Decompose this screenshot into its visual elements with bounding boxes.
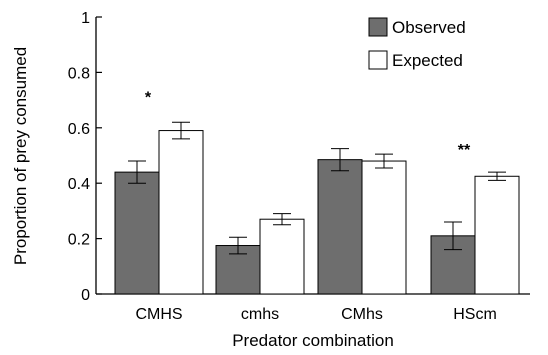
error-bar-observed-CMhs	[331, 148, 349, 172]
y-tick-label: 0	[81, 287, 90, 304]
legend-swatch-observed	[368, 17, 388, 37]
significance-annotations: ***	[145, 90, 471, 160]
bar-expected-HScm	[474, 175, 520, 295]
bar-expected-cmhs	[259, 218, 305, 295]
y-tick-label: 0.8	[68, 65, 90, 82]
x-axis-title: Predator combination	[232, 331, 394, 350]
y-axis: 0 0.2 0.4 0.6 0.8 1	[68, 10, 102, 304]
y-ticks: 0 0.2 0.4 0.6 0.8 1	[68, 10, 102, 304]
y-tick-label: 1	[81, 10, 90, 27]
bar-expected-CMHS	[158, 130, 204, 295]
legend-swatch-expected	[368, 50, 388, 70]
error-bar-expected-CMHS	[172, 121, 190, 140]
bar-expected-CMhs	[361, 160, 407, 295]
y-axis-title: Proportion of prey consumed	[11, 47, 30, 265]
bar-observed-CMhs	[317, 159, 363, 295]
x-tick-label: HScm	[453, 306, 497, 323]
y-tick-label: 0.6	[68, 121, 90, 138]
x-tick-label: CMhs	[341, 306, 383, 323]
error-bars	[128, 121, 506, 255]
error-bar-observed-CMHS	[128, 160, 146, 184]
y-tick-label: 0.2	[68, 232, 90, 249]
y-tick-label: 0.4	[68, 176, 90, 193]
error-bar-expected-CMhs	[375, 153, 393, 169]
legend-label-observed: Observed	[392, 18, 466, 37]
x-axis: CMHS cmhs CMhs HScm	[96, 288, 530, 323]
error-bar-expected-HScm	[488, 171, 506, 181]
bar-observed-CMHS	[114, 171, 160, 295]
significance-marker: *	[145, 90, 152, 107]
legend-label-expected: Expected	[392, 51, 463, 70]
x-ticks: CMHS cmhs CMhs HScm	[135, 288, 497, 323]
x-tick-label: cmhs	[241, 306, 279, 323]
legend: Observed Expected	[368, 17, 466, 70]
error-bar-observed-HScm	[444, 221, 462, 251]
error-bar-expected-cmhs	[273, 213, 291, 226]
significance-marker: **	[458, 142, 471, 159]
bars	[114, 130, 520, 295]
error-bar-observed-cmhs	[229, 236, 247, 255]
x-tick-label: CMHS	[135, 306, 182, 323]
